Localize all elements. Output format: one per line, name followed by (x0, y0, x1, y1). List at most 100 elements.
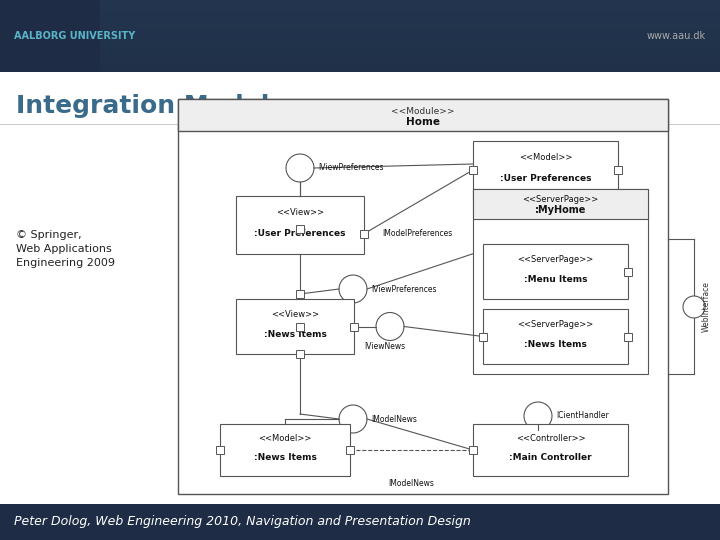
Text: © Springer,: © Springer, (16, 230, 81, 240)
Bar (100, 36, 720, 37)
Bar (100, 71, 720, 72)
Bar (100, 10, 720, 11)
Bar (100, 51, 720, 52)
Bar (296, 290, 304, 298)
Text: <<Model>>: <<Model>> (258, 434, 312, 443)
Bar (100, 30, 720, 31)
Text: :User Preferences: :User Preferences (254, 229, 346, 238)
Bar (296, 350, 304, 358)
Bar (100, 35, 720, 36)
Circle shape (339, 275, 367, 303)
Circle shape (339, 405, 367, 433)
Text: www.aau.dk: www.aau.dk (647, 31, 706, 41)
Bar (100, 23, 720, 24)
Bar (100, 12, 720, 13)
Bar (100, 31, 720, 32)
Bar (100, 63, 720, 64)
Bar (100, 70, 720, 71)
Bar (100, 20, 720, 21)
Bar (178, 99, 668, 494)
Bar (100, 62, 720, 63)
Bar (100, 61, 720, 62)
Bar (100, 29, 720, 30)
Bar (100, 21, 720, 22)
Bar (100, 58, 720, 59)
Text: IModelPreferences: IModelPreferences (382, 229, 452, 238)
Bar (100, 33, 720, 34)
Bar (296, 225, 304, 233)
Bar (100, 40, 720, 41)
Bar (216, 446, 224, 454)
Bar (100, 27, 720, 28)
Bar (100, 64, 720, 65)
Circle shape (524, 402, 552, 430)
Bar (100, 68, 720, 69)
Bar (100, 38, 720, 39)
Bar (479, 333, 487, 341)
Bar (236, 196, 364, 254)
Bar (100, 14, 720, 15)
Text: IViewPreferences: IViewPreferences (318, 164, 384, 172)
Bar (100, 13, 720, 14)
Text: AALBORG UNIVERSITY: AALBORG UNIVERSITY (14, 31, 135, 41)
Bar (178, 99, 668, 131)
Bar (100, 28, 720, 29)
Bar (483, 244, 628, 299)
Bar (473, 189, 648, 374)
Bar (100, 7, 720, 8)
Bar (100, 4, 720, 5)
Text: <<View>>: <<View>> (271, 310, 319, 319)
Bar (220, 424, 350, 476)
Bar (100, 19, 720, 20)
Text: <<View>>: <<View>> (276, 208, 324, 217)
Bar (469, 166, 477, 174)
Bar (100, 32, 720, 33)
Bar (350, 322, 358, 330)
Text: ICientHandler: ICientHandler (556, 411, 608, 421)
Bar (100, 8, 720, 9)
Bar (100, 66, 720, 67)
Bar (100, 41, 720, 42)
Text: IModelNews: IModelNews (371, 415, 417, 423)
Bar (100, 48, 720, 49)
Text: IModelNews: IModelNews (389, 480, 434, 489)
Bar (100, 53, 720, 54)
Text: Engineering 2009: Engineering 2009 (16, 258, 115, 268)
Bar (100, 37, 720, 38)
Bar (100, 47, 720, 48)
Bar (346, 446, 354, 454)
Text: <<Module>>: <<Module>> (391, 106, 455, 116)
Bar (100, 57, 720, 58)
Bar (100, 39, 720, 40)
Bar (100, 60, 720, 61)
Text: <<ServerPage>>: <<ServerPage>> (523, 194, 598, 204)
Bar (100, 3, 720, 4)
Bar (100, 46, 720, 47)
Text: Peter Dolog, Web Engineering 2010, Navigation and Presentation Design: Peter Dolog, Web Engineering 2010, Navig… (14, 516, 471, 529)
Bar (100, 42, 720, 43)
Bar (100, 22, 720, 23)
Bar (100, 52, 720, 53)
Text: Web Applications: Web Applications (16, 244, 112, 254)
Bar (360, 230, 368, 238)
Text: :Main Controller: :Main Controller (509, 453, 592, 462)
Text: :MyHome: :MyHome (535, 205, 586, 215)
Bar (100, 43, 720, 44)
Bar (236, 299, 354, 354)
Text: :News Items: :News Items (264, 330, 326, 339)
Bar (473, 141, 618, 199)
Text: <<ServerPage>>: <<ServerPage>> (518, 255, 593, 264)
Bar (469, 446, 477, 454)
Bar (100, 15, 720, 16)
Bar (0, 504, 720, 540)
Circle shape (286, 154, 314, 182)
Text: Home: Home (406, 117, 440, 127)
Bar (100, 44, 720, 45)
Bar (100, 45, 720, 46)
Bar (100, 2, 720, 3)
Bar (100, 49, 720, 50)
Bar (100, 1, 720, 2)
Text: <<Model>>: <<Model>> (519, 153, 572, 162)
Bar (100, 59, 720, 60)
Text: :News Items: :News Items (524, 340, 587, 349)
